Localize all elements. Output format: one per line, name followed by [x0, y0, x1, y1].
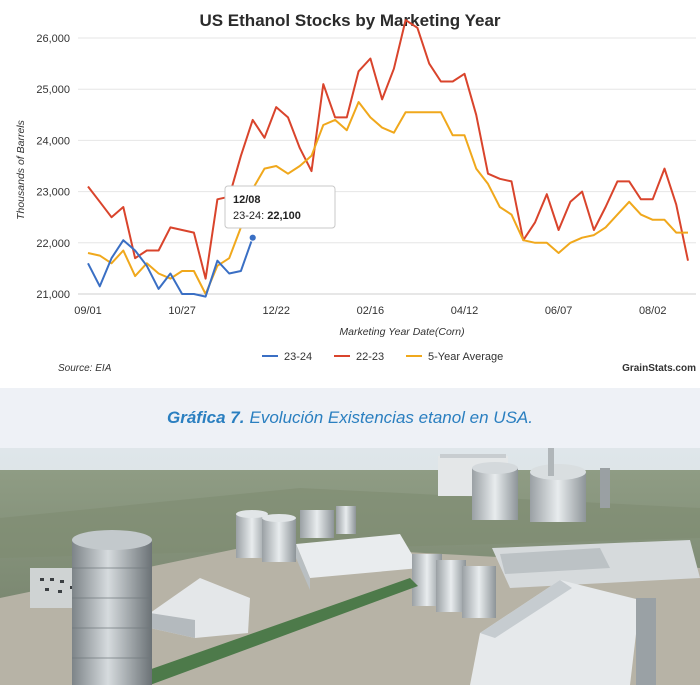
x-tick-label: 02/16: [357, 305, 385, 317]
legend-label: 22-23: [356, 351, 384, 363]
x-tick-label: 10/27: [168, 305, 196, 317]
tooltip-box: [224, 185, 336, 229]
x-axis-label: Marketing Year Date(Corn): [339, 326, 464, 338]
x-tick-label: 12/22: [262, 305, 290, 317]
tooltip-value: 22,100: [267, 210, 301, 222]
y-axis-ticks: 21,000 22,000 23,000 24,000 25,000 26,000: [36, 33, 70, 301]
x-tick-label: 09/01: [74, 305, 102, 317]
figure-caption: Gráfica 7. Evolución Existencias etanol …: [0, 388, 700, 448]
caption-text: Evolución Existencias etanol en USA.: [249, 408, 534, 427]
y-tick-label: 25,000: [36, 84, 70, 96]
series-lines: [87, 19, 689, 298]
y-tick-label: 24,000: [36, 135, 70, 147]
x-tick-label: 06/07: [545, 305, 573, 317]
y-tick-label: 22,000: [36, 238, 70, 250]
legend-label: 5-Year Average: [428, 351, 503, 363]
series-line-23-24: [87, 237, 254, 298]
chart-title: US Ethanol Stocks by Marketing Year: [199, 11, 500, 30]
tooltip-point: [248, 233, 257, 242]
grainstats-watermark: GrainStats.com: [622, 363, 696, 374]
y-tick-label: 23,000: [36, 187, 70, 199]
ethanol-plant-photo: [0, 448, 700, 685]
y-tick-label: 21,000: [36, 289, 70, 301]
gridlines: [78, 37, 696, 295]
y-axis-label: Thousands of Barrels: [15, 119, 27, 220]
x-axis-ticks: 09/01 10/27 12/22 02/16 04/12 06/07 08/02: [74, 305, 666, 317]
aerial-plant-illustration: [0, 448, 700, 685]
series-line-22-23: [87, 19, 689, 280]
ethanol-stocks-chart: US Ethanol Stocks by Marketing Year 21,0…: [15, 11, 696, 374]
legend: 23-24 22-23 5-Year Average: [262, 351, 503, 363]
tooltip: 12/08 23-24: 22,100: [224, 185, 336, 242]
chart-card: US Ethanol Stocks by Marketing Year 21,0…: [15, 11, 697, 374]
tooltip-date: 12/08: [233, 194, 261, 206]
y-tick-label: 26,000: [36, 33, 70, 45]
caption-label: Gráfica 7.: [167, 408, 245, 427]
tooltip-series: 23-24:: [233, 210, 264, 222]
x-tick-label: 04/12: [451, 305, 479, 317]
svg-text:23-24: 22,100: 23-24: 22,100: [233, 210, 301, 222]
source-note: Source: EIA: [58, 363, 112, 374]
x-tick-label: 08/02: [639, 305, 667, 317]
series-line-5-year-average: [87, 101, 688, 295]
legend-label: 23-24: [284, 351, 312, 363]
